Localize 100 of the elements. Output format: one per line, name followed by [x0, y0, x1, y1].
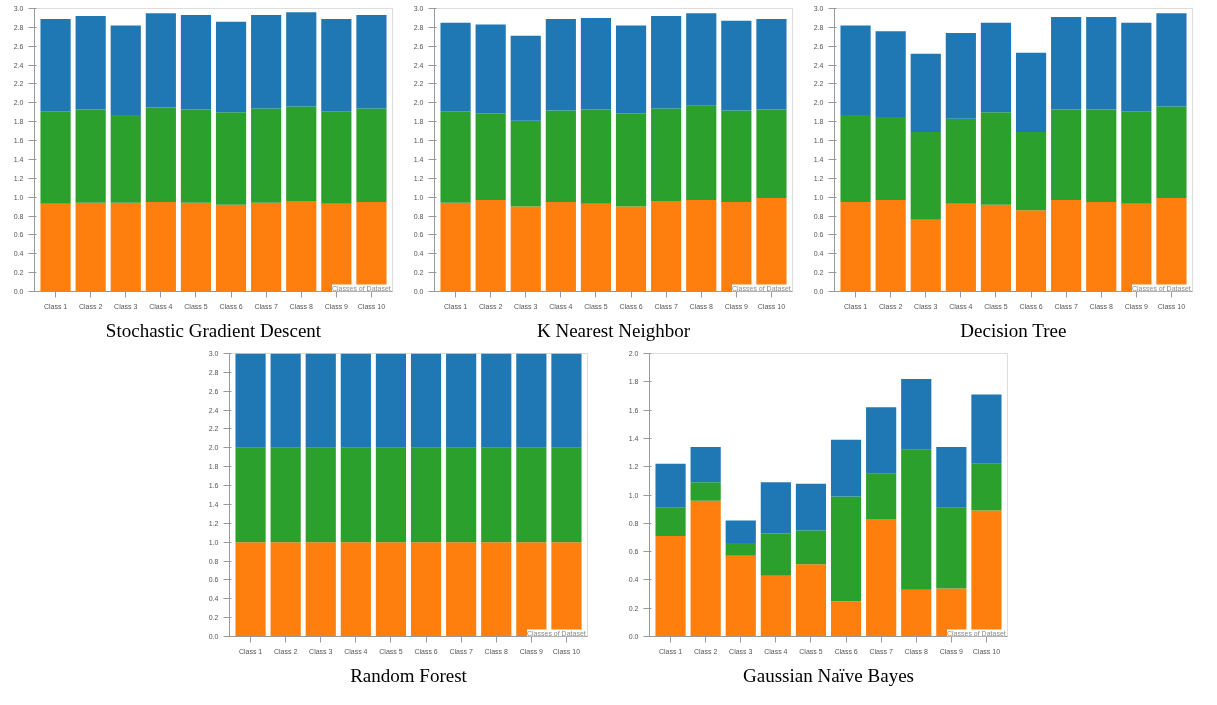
bar — [840, 115, 871, 202]
bar — [971, 463, 1002, 511]
bar — [795, 483, 827, 531]
text: Gaussian Naïve Bayes — [743, 664, 914, 686]
bar — [615, 25, 647, 114]
bar — [180, 109, 212, 203]
bar — [875, 200, 906, 292]
bar — [440, 202, 471, 292]
bar — [760, 575, 791, 637]
bar — [551, 353, 582, 448]
bar — [980, 204, 1012, 292]
bar — [410, 542, 442, 637]
bar — [110, 25, 141, 116]
bar — [936, 446, 967, 508]
bar — [475, 24, 506, 114]
bar — [980, 22, 1012, 113]
bar — [830, 601, 862, 637]
bar — [1156, 13, 1187, 107]
bar — [251, 108, 282, 203]
bar — [901, 589, 932, 637]
bar — [215, 204, 247, 292]
bar — [866, 407, 897, 474]
bar — [830, 439, 862, 497]
bar — [375, 353, 407, 448]
bar — [690, 482, 721, 501]
bar — [866, 519, 897, 637]
bar — [356, 108, 387, 202]
bar — [1015, 132, 1047, 211]
bar — [795, 564, 827, 637]
bar — [1051, 16, 1082, 110]
bar — [251, 15, 282, 109]
bar — [286, 200, 317, 292]
text: Random Forest — [350, 664, 468, 686]
bar — [340, 542, 371, 637]
bar — [910, 132, 941, 220]
bar — [270, 542, 301, 637]
bar — [510, 120, 541, 207]
bar — [1156, 106, 1187, 199]
bar — [615, 206, 647, 292]
bar — [410, 353, 442, 448]
bar — [235, 353, 266, 448]
bar — [655, 536, 686, 637]
bar — [840, 201, 871, 292]
text: Stochastic Gradient Descent — [105, 319, 322, 341]
bar — [215, 21, 247, 113]
bar — [945, 203, 976, 292]
bar — [475, 113, 506, 200]
bar — [690, 446, 721, 483]
bar — [1051, 200, 1082, 292]
bar — [545, 110, 576, 202]
bar — [580, 17, 612, 110]
bar — [760, 482, 791, 534]
bar — [270, 353, 301, 448]
bar — [725, 520, 756, 544]
bar — [756, 109, 787, 199]
bar — [725, 543, 756, 556]
bar — [440, 22, 471, 112]
bar — [760, 533, 791, 576]
bar — [1015, 210, 1047, 292]
bar — [690, 500, 721, 637]
bar — [305, 542, 336, 637]
bar — [866, 473, 897, 520]
bar — [756, 18, 787, 110]
bar — [901, 449, 932, 590]
bar — [1121, 111, 1152, 204]
bar — [215, 112, 247, 205]
bar — [286, 12, 317, 107]
bar — [75, 109, 106, 203]
bar — [481, 447, 512, 543]
bar — [410, 447, 442, 543]
bar — [145, 107, 176, 202]
bar — [551, 447, 582, 543]
bar — [545, 18, 576, 111]
bar — [945, 118, 976, 204]
bar — [180, 202, 212, 292]
bar — [75, 202, 106, 292]
bar — [795, 530, 827, 565]
text: Decision Tree — [960, 319, 1067, 341]
bar — [110, 202, 141, 292]
bar — [305, 353, 336, 448]
bar — [446, 447, 477, 543]
bar — [686, 13, 717, 106]
bar — [75, 16, 106, 110]
bar — [516, 353, 547, 448]
bar — [516, 447, 547, 543]
bar — [305, 447, 336, 543]
bar — [446, 353, 477, 448]
bar — [1086, 109, 1117, 202]
bar — [145, 13, 176, 108]
bar — [235, 542, 266, 637]
bar — [356, 15, 387, 109]
bar — [270, 447, 301, 543]
bar — [475, 200, 506, 292]
bar — [235, 447, 266, 543]
bar — [655, 507, 686, 537]
bar — [251, 202, 282, 292]
bar — [615, 113, 647, 207]
bar — [340, 353, 371, 448]
bar — [321, 111, 352, 204]
bar — [40, 203, 71, 292]
